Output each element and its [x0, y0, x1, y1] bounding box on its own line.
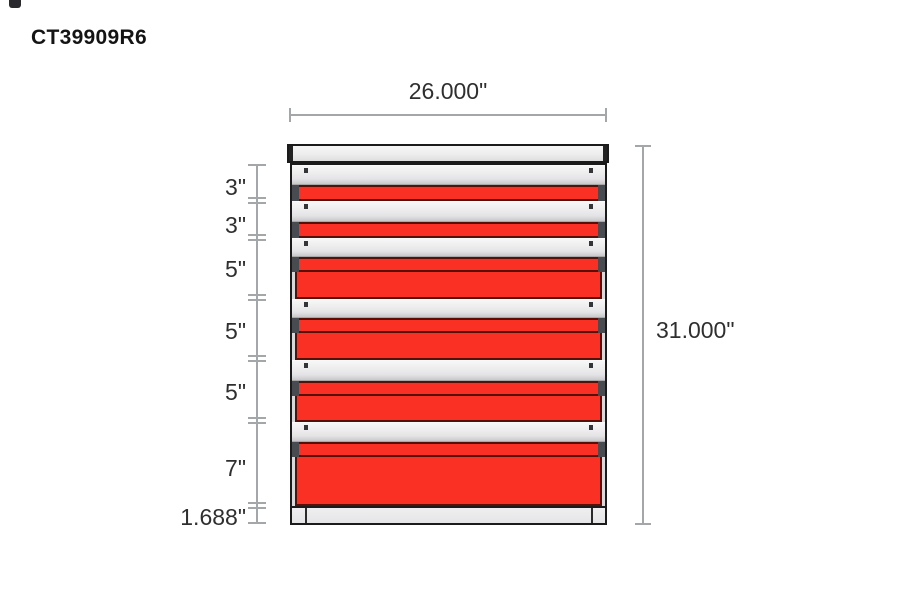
- drawer-6-height-label: 7": [225, 455, 246, 481]
- handle-end-cap: [598, 257, 605, 272]
- chain-tick: [248, 294, 266, 301]
- drawer-front: [295, 457, 602, 506]
- slide-clip-icon: [304, 168, 308, 173]
- slide-clip-icon: [589, 168, 593, 173]
- product-code: CT39909R6: [31, 26, 147, 49]
- chain-tick: [248, 502, 266, 509]
- handle-end-cap: [598, 442, 605, 457]
- slide-clip-icon: [304, 302, 308, 307]
- drawer-4-height-label: 5": [225, 318, 246, 344]
- base-height-label: 1.688": [180, 504, 246, 530]
- width-dimension-line: [289, 108, 607, 122]
- drawer-handle: [292, 381, 605, 396]
- drawer-4: [292, 299, 605, 360]
- chain-tick: [248, 197, 266, 204]
- drawer-6: [292, 422, 605, 506]
- handle-end-cap: [598, 222, 605, 238]
- cabinet-base: [292, 506, 605, 523]
- handle-end-cap: [292, 185, 299, 201]
- drawer-dimension-chain-line: [256, 165, 258, 524]
- slide-clip-icon: [589, 204, 593, 209]
- slide-clip-icon: [589, 425, 593, 430]
- slide-clip-icon: [304, 363, 308, 368]
- chain-tick: [248, 164, 266, 166]
- screen-edge-artifact: [9, 0, 21, 8]
- drawer-handle: [292, 318, 605, 333]
- cabinet-body: [290, 163, 607, 525]
- chain-tick: [248, 417, 266, 424]
- slide-clip-icon: [304, 425, 308, 430]
- handle-end-cap: [292, 257, 299, 272]
- drawer-front: [295, 333, 602, 360]
- drawer-front: [295, 272, 602, 299]
- drawer-1: [292, 165, 605, 201]
- chain-tick: [248, 522, 266, 524]
- drawer-opening: [292, 299, 605, 318]
- drawer-handle: [292, 442, 605, 457]
- handle-end-cap: [292, 222, 299, 238]
- slide-clip-icon: [589, 363, 593, 368]
- drawer-handle: [292, 222, 605, 238]
- handle-end-cap: [292, 318, 299, 333]
- handle-end-cap: [292, 442, 299, 457]
- drawer-opening: [292, 238, 605, 257]
- width-dimension-label: 26.000": [408, 78, 488, 104]
- drawer-2: [292, 201, 605, 238]
- drawer-5-height-label: 5": [225, 379, 246, 405]
- drawer-handle: [292, 257, 605, 272]
- drawer-3: [292, 238, 605, 299]
- height-dimension-line: [635, 145, 651, 525]
- height-dimension-label: 31.000": [656, 317, 735, 343]
- drawer-opening: [292, 360, 605, 381]
- slide-clip-icon: [304, 204, 308, 209]
- slide-clip-icon: [304, 241, 308, 246]
- handle-end-cap: [292, 381, 299, 396]
- drawer-opening: [292, 201, 605, 222]
- drawer-opening: [292, 422, 605, 442]
- drawer-front: [295, 396, 602, 422]
- drawer-1-height-label: 3": [225, 174, 246, 200]
- drawer-opening: [292, 165, 605, 185]
- handle-end-cap: [598, 318, 605, 333]
- handle-end-cap: [598, 381, 605, 396]
- drawer-2-height-label: 3": [225, 212, 246, 238]
- drawer-3-height-label: 5": [225, 256, 246, 282]
- slide-clip-icon: [589, 241, 593, 246]
- chain-tick: [248, 355, 266, 362]
- drawer-handle: [292, 185, 605, 201]
- cabinet-top-cap: [287, 144, 609, 163]
- slide-clip-icon: [589, 302, 593, 307]
- handle-end-cap: [598, 185, 605, 201]
- chain-tick: [248, 234, 266, 241]
- drawer-5: [292, 360, 605, 422]
